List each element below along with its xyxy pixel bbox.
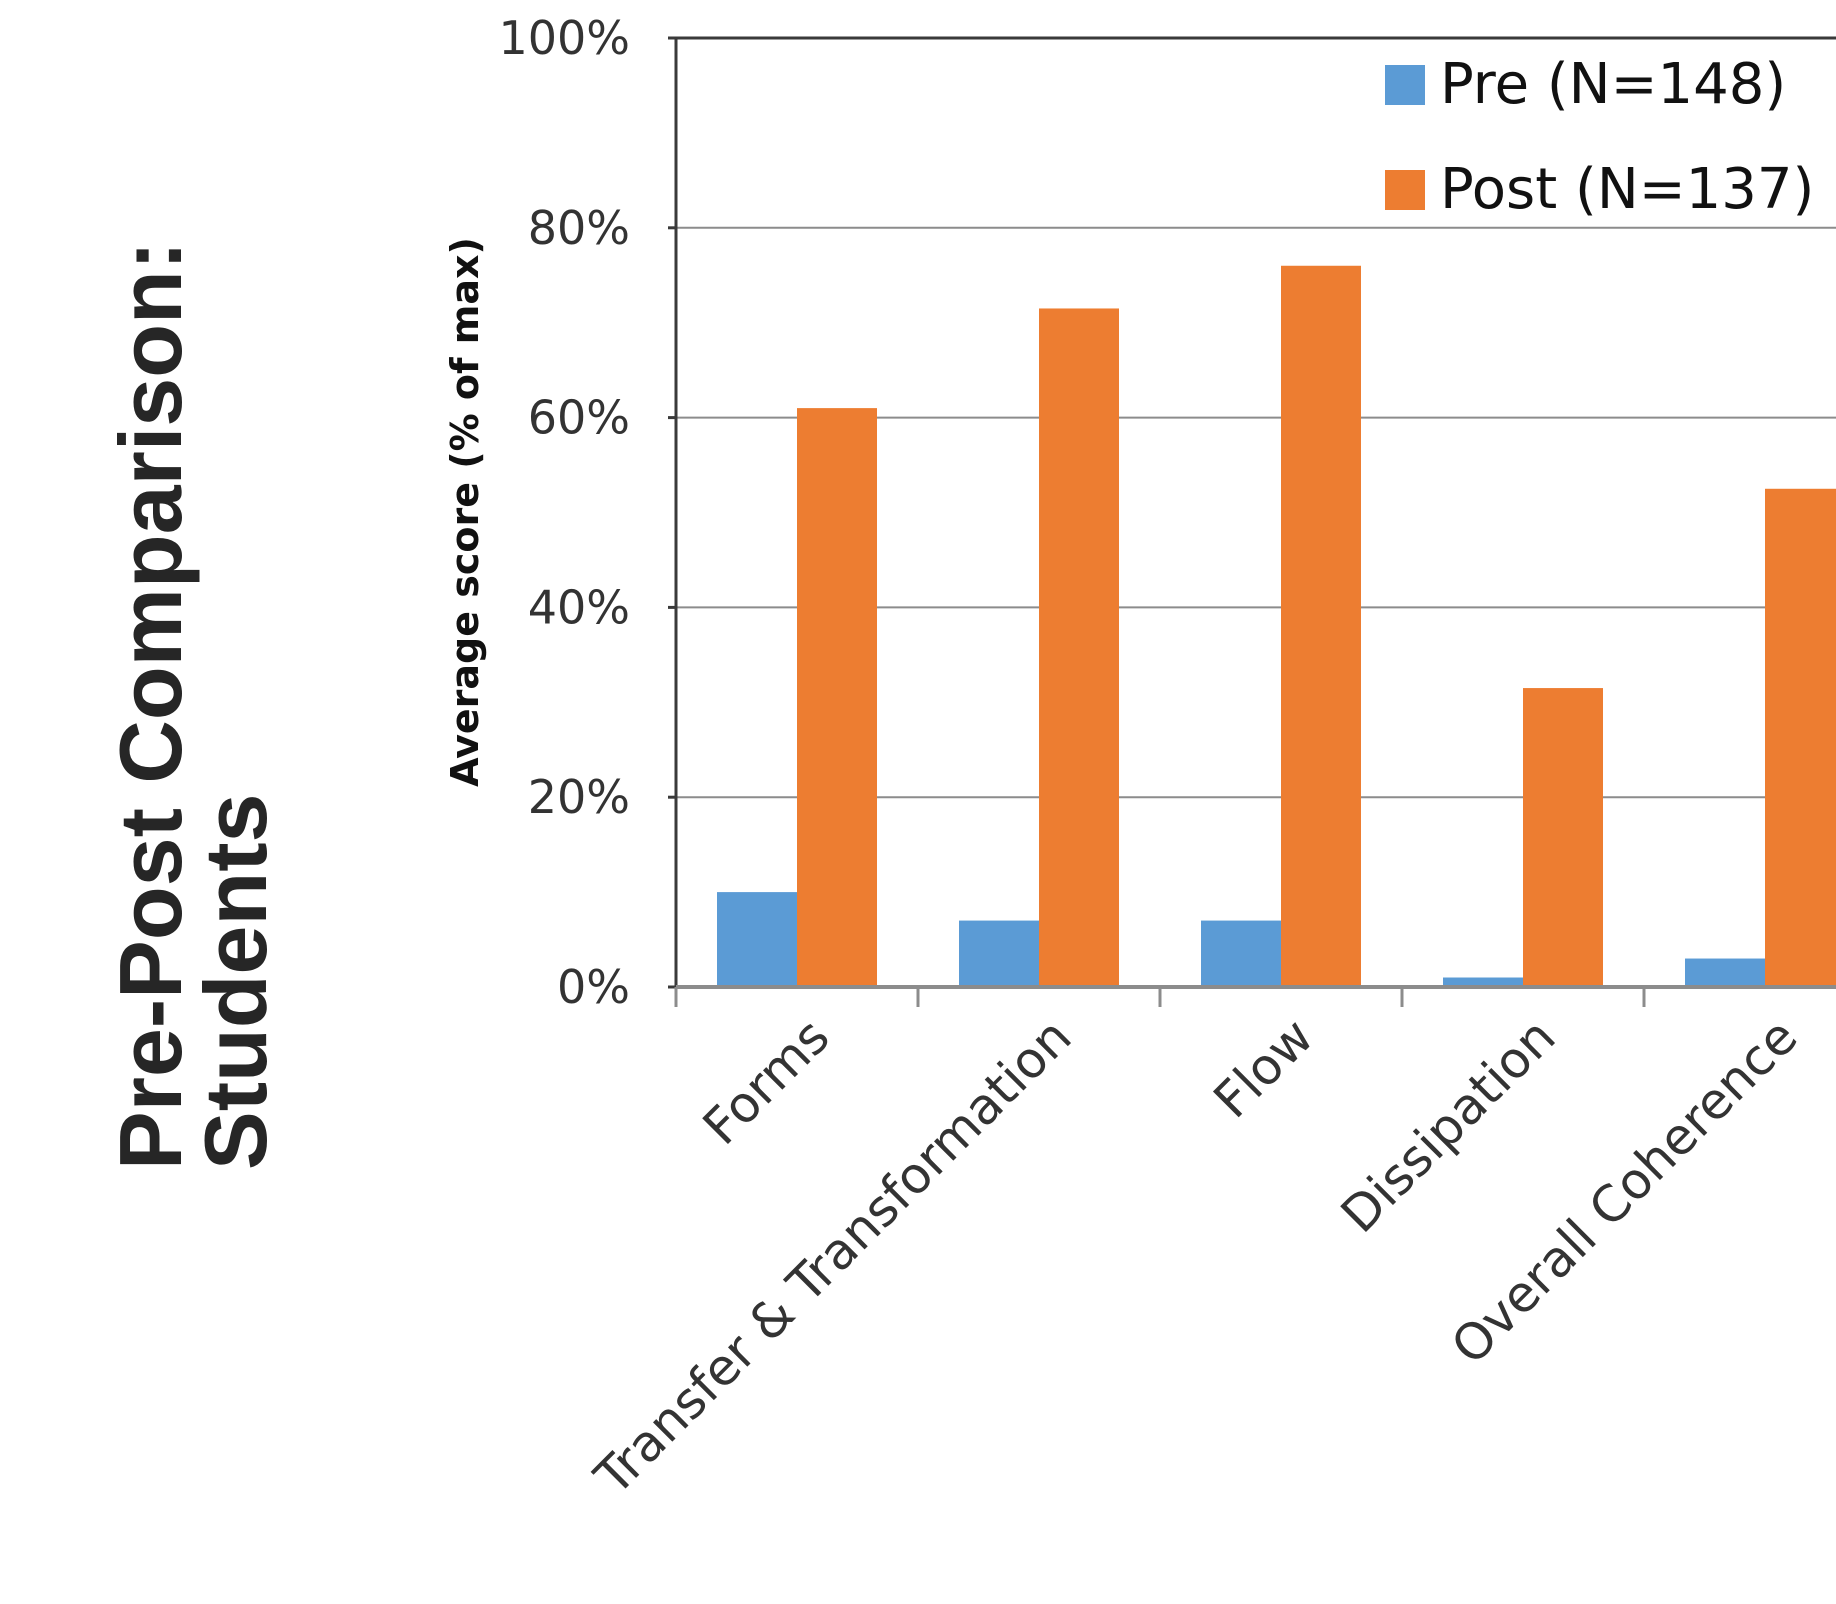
post-bar-4 (1765, 488, 1836, 987)
legend-swatch (1385, 170, 1425, 210)
post-bar-1 (1039, 308, 1119, 988)
pre-bar-1 (959, 920, 1039, 987)
pre-bar-3 (1443, 977, 1523, 987)
bars (717, 265, 1836, 988)
x-category-label: Transfer & Transformation (583, 1007, 1082, 1506)
pre-bar-4 (1685, 958, 1765, 987)
legend-label: Post (N=137) (1440, 157, 1814, 222)
post-bar-3 (1523, 688, 1603, 987)
y-axis-label: Average score (% of max) (443, 237, 487, 787)
pre-bar-2 (1201, 920, 1281, 987)
y-tick-label: 60% (528, 391, 630, 445)
x-category-label: Forms (692, 1007, 841, 1156)
x-category-label: Dissipation (1330, 1007, 1567, 1244)
post-bar-2 (1281, 265, 1361, 987)
y-tick-label: 80% (528, 201, 630, 255)
y-tick-label: 20% (528, 770, 630, 824)
y-tick-label: 0% (557, 960, 630, 1014)
legend-swatch (1385, 65, 1425, 105)
legend-label: Pre (N=148) (1440, 52, 1786, 117)
legend: Pre (N=148) Post (N=137) (1385, 52, 1814, 222)
y-tick-labels: 0% 20% 40% 60% 80% 100% (498, 11, 630, 1014)
pre-bar-0 (717, 892, 797, 987)
post-bar-0 (797, 408, 877, 987)
y-tick-label: 40% (528, 580, 630, 634)
y-tick-label: 100% (498, 11, 630, 65)
axes (668, 36, 1836, 1007)
x-category-label: Flow (1203, 1007, 1325, 1129)
